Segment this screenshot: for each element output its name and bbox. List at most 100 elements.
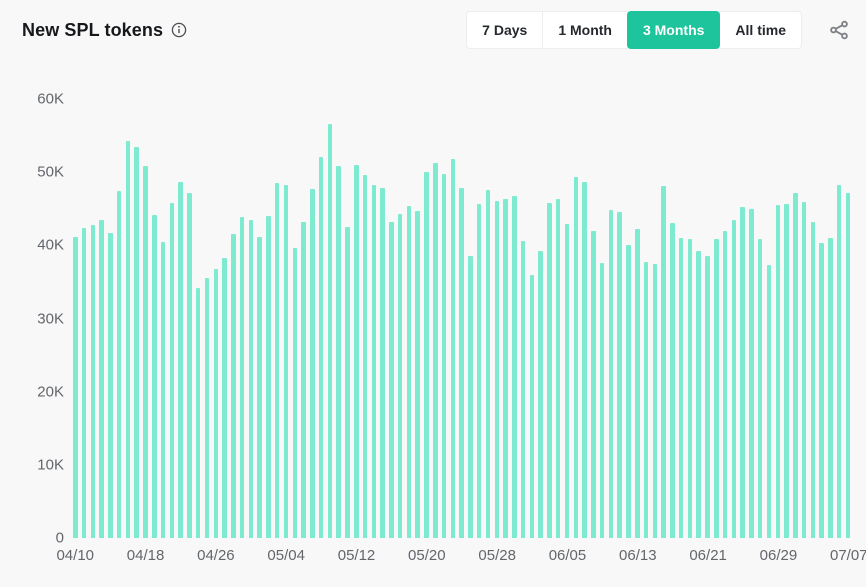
bar[interactable] (801, 202, 807, 538)
bar[interactable] (450, 159, 456, 538)
bar[interactable] (327, 123, 333, 538)
bar[interactable] (784, 203, 789, 538)
bar[interactable] (301, 221, 306, 538)
share-icon[interactable] (826, 17, 852, 43)
bar[interactable] (766, 265, 772, 538)
bar[interactable] (345, 227, 350, 538)
bar[interactable] (204, 277, 210, 538)
bar[interactable] (705, 256, 710, 538)
bar[interactable] (617, 211, 622, 538)
x-tick-label: 06/21 (689, 547, 727, 564)
bar[interactable] (336, 166, 341, 538)
bar[interactable] (503, 199, 508, 538)
x-tick-label: 04/18 (126, 547, 165, 564)
bar[interactable] (731, 220, 737, 538)
bar[interactable] (538, 251, 543, 538)
bar[interactable] (819, 243, 824, 538)
bar[interactable] (670, 222, 675, 538)
bar[interactable] (810, 221, 816, 538)
bar[interactable] (678, 238, 684, 538)
bar[interactable] (99, 219, 104, 538)
bar[interactable] (714, 239, 719, 538)
bar[interactable] (152, 214, 157, 538)
bar[interactable] (626, 245, 631, 538)
bar[interactable] (310, 189, 315, 538)
bar[interactable] (362, 175, 368, 538)
filter-all-time[interactable]: All time (719, 11, 802, 49)
bar[interactable] (520, 240, 526, 538)
bar[interactable] (661, 186, 666, 538)
bar[interactable] (564, 224, 570, 538)
bar[interactable] (722, 230, 728, 538)
filter-3-months[interactable]: 3 Months (626, 11, 721, 49)
bar[interactable] (274, 183, 280, 538)
bar[interactable] (266, 216, 271, 538)
bar[interactable] (512, 196, 517, 538)
bar[interactable] (433, 163, 438, 538)
bar[interactable] (608, 210, 614, 538)
bar[interactable] (389, 221, 394, 538)
bar[interactable] (591, 230, 596, 538)
bar[interactable] (415, 210, 420, 538)
bar[interactable] (775, 205, 780, 538)
bar[interactable] (845, 192, 851, 538)
bar[interactable] (81, 227, 87, 538)
bar[interactable] (257, 236, 262, 538)
bar[interactable] (213, 268, 218, 538)
bar[interactable] (371, 185, 377, 538)
bar[interactable] (90, 224, 96, 538)
bar[interactable] (195, 287, 201, 538)
bar[interactable] (424, 172, 429, 538)
bar[interactable] (643, 262, 649, 538)
bar[interactable] (547, 202, 552, 538)
bar[interactable] (125, 141, 131, 538)
bar[interactable] (555, 199, 561, 538)
bar[interactable] (318, 156, 324, 538)
bar[interactable] (116, 191, 122, 538)
bar[interactable] (187, 192, 192, 538)
bar[interactable] (485, 190, 491, 538)
bar[interactable] (476, 204, 482, 538)
bar[interactable] (160, 242, 166, 538)
bar[interactable] (757, 239, 763, 538)
bar[interactable] (599, 262, 605, 538)
bar[interactable] (696, 251, 701, 538)
bar[interactable] (292, 247, 298, 538)
bar[interactable] (231, 234, 236, 538)
bar[interactable] (582, 181, 587, 538)
bar[interactable] (108, 232, 113, 538)
bar[interactable] (178, 181, 183, 538)
bar[interactable] (239, 216, 245, 538)
filter-1-month[interactable]: 1 Month (542, 11, 628, 49)
bar[interactable] (380, 188, 385, 538)
x-tick-label: 05/12 (337, 547, 376, 564)
bar[interactable] (143, 165, 148, 538)
bar[interactable] (749, 209, 754, 538)
bar[interactable] (828, 238, 833, 538)
bar[interactable] (836, 184, 842, 538)
bar[interactable] (635, 229, 640, 538)
bar[interactable] (134, 147, 139, 538)
bar[interactable] (354, 164, 359, 538)
time-range-filter-group: 7 Days 1 Month 3 Months All time (466, 11, 802, 49)
bar[interactable] (652, 263, 658, 538)
bar[interactable] (459, 188, 464, 538)
bar[interactable] (283, 184, 289, 538)
bar[interactable] (169, 202, 175, 538)
bar[interactable] (494, 200, 499, 538)
bar[interactable] (468, 255, 473, 538)
bar[interactable] (740, 206, 745, 538)
bar[interactable] (248, 220, 254, 538)
bar[interactable] (222, 257, 227, 538)
bar[interactable] (73, 236, 78, 538)
bar[interactable] (397, 213, 403, 538)
bar[interactable] (687, 239, 693, 538)
bar[interactable] (529, 274, 535, 538)
info-circle-icon[interactable] (171, 22, 187, 38)
filter-7-days[interactable]: 7 Days (466, 11, 544, 49)
bar[interactable] (573, 176, 579, 538)
bar[interactable] (793, 192, 798, 538)
bar[interactable] (406, 205, 412, 538)
x-tick-label: 06/05 (548, 547, 587, 564)
bar[interactable] (441, 173, 447, 538)
